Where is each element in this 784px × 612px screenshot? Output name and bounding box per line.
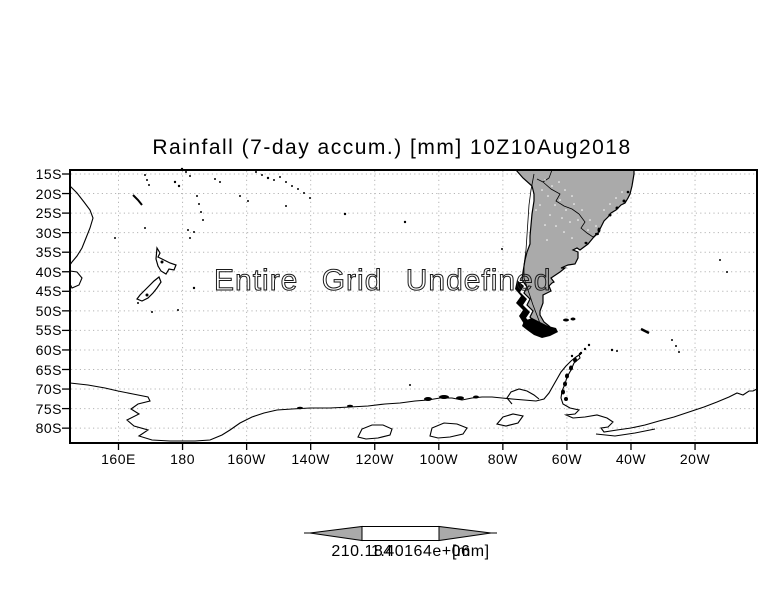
- falkland-south-georgia-islands: [563, 317, 680, 358]
- lat-tick-label: 45S: [35, 283, 62, 300]
- lat-tick-label: 80S: [35, 420, 62, 437]
- river-speckles: [535, 179, 623, 241]
- lon-tick-label: 160W: [227, 451, 266, 467]
- colorbar: [304, 525, 497, 542]
- lat-tick-label: 50S: [35, 302, 62, 319]
- lat-tick-label: 30S: [35, 224, 62, 241]
- grid-undefined-message: Entire Grid Undefined: [214, 264, 552, 297]
- lat-tick-label: 25S: [35, 205, 62, 222]
- colorbar-min-label: 210.184: [331, 543, 393, 560]
- lon-tick-label: 160E: [101, 451, 136, 467]
- lat-tick-label: 35S: [35, 244, 62, 261]
- lon-tick-label: 40W: [615, 451, 647, 467]
- lon-tick-label: 100W: [419, 451, 459, 467]
- plot-title: Rainfall (7-day accum.) [mm] 10Z10Aug201…: [152, 136, 632, 159]
- coastal-dark-patches: [515, 190, 630, 338]
- colorbar-left-arrow: [309, 525, 363, 542]
- lon-tick-label: 180: [170, 451, 195, 467]
- small-islands: [114, 167, 728, 386]
- south-america-landmass: [514, 169, 680, 358]
- colorbar-max-label: 1.40164e+06: [371, 543, 471, 560]
- antarctica-coast: [69, 343, 758, 442]
- lon-tick-label: 120W: [355, 451, 395, 467]
- australia-coast: [69, 185, 94, 289]
- colorbar-right-arrow: [438, 525, 492, 542]
- lat-tick-label: 60S: [35, 341, 62, 358]
- colorbar-unit-label: [mm]: [452, 543, 490, 560]
- antarctic-mountain-patches: [297, 343, 591, 410]
- country-borders: [523, 169, 599, 327]
- lon-tick-label: 60W: [551, 451, 583, 467]
- new-zealand-islands: [136, 246, 177, 304]
- lat-tick-label: 75S: [35, 400, 62, 417]
- lat-tick-label: 65S: [35, 361, 62, 378]
- axis-ticks: [62, 173, 696, 450]
- lat-tick-label: 70S: [35, 381, 62, 398]
- map-frame: [69, 169, 758, 444]
- lon-tick-label: 20W: [679, 451, 711, 467]
- lat-tick-label: 20S: [35, 185, 62, 202]
- lon-tick-label: 80W: [487, 451, 519, 467]
- lon-tick-label: 140W: [291, 451, 330, 467]
- lat-tick-label: 40S: [35, 263, 62, 280]
- lat-tick-label: 55S: [35, 322, 62, 339]
- colorbar-middle-box: [361, 526, 440, 541]
- lat-tick-label: 15S: [35, 166, 62, 182]
